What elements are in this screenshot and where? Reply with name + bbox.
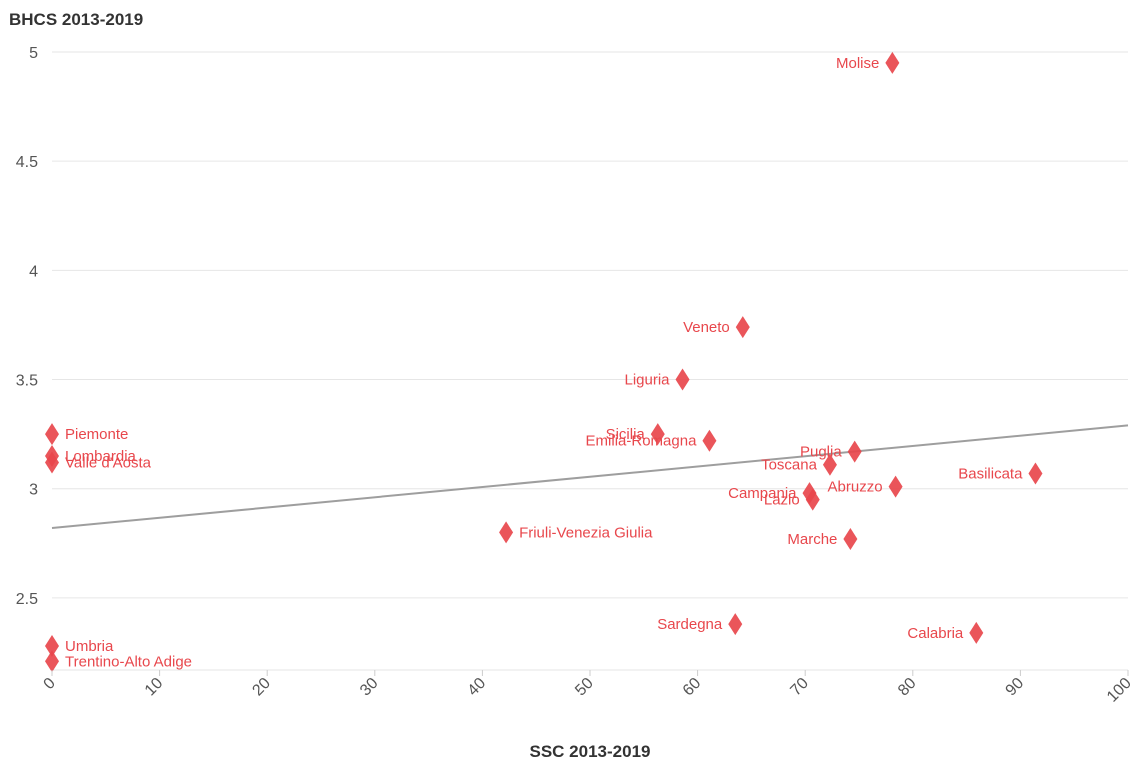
data-point[interactable] [843,527,858,550]
x-tick-label: 30 [357,675,382,700]
data-label: Lazio [764,492,800,509]
data-point[interactable] [650,423,665,446]
data-point[interactable] [969,621,984,644]
data-label: Calabria [907,625,964,642]
data-label: Sardegna [657,616,723,633]
data-point[interactable] [499,521,514,544]
y-tick-label: 4 [29,263,38,280]
data-label: Piemonte [65,426,128,443]
data-point[interactable] [805,488,820,511]
x-ticks: 0 10 20 30 40 50 60 70 80 90 100 [41,670,1135,706]
x-tick-label: 70 [787,675,812,700]
data-label: Campania [728,485,797,502]
data-point[interactable] [888,475,903,498]
data-label: Abruzzo [828,479,883,496]
data-label: Umbria [65,638,114,655]
data-point[interactable] [45,451,59,474]
data-point[interactable] [847,440,862,463]
y-tick-label: 3 [29,482,38,499]
y-ticks: 2.5 3 3.5 4 4.5 5 [16,45,38,608]
x-tick-label: 60 [680,675,705,700]
data-label: Basilicata [958,465,1023,482]
trendline-layer [51,424,1129,530]
x-tick-label: 0 [41,675,59,693]
points-layer [45,51,1043,673]
x-tick-label: 80 [895,675,920,700]
x-tick-label: 90 [1003,675,1028,700]
data-point[interactable] [45,423,59,446]
data-point[interactable] [45,650,59,673]
data-point[interactable] [45,634,59,657]
x-tick-label: 10 [142,675,167,700]
data-point[interactable] [728,613,743,636]
y-tick-label: 2.5 [16,591,38,608]
data-point[interactable] [822,453,837,476]
x-tick-label: 20 [249,675,274,700]
data-label: Puglia [800,444,842,461]
y-tick-label: 5 [29,45,38,62]
data-point[interactable] [702,429,717,452]
y-tick-label: 4.5 [16,154,38,171]
x-tick-label: 100 [1104,675,1135,706]
y-axis-title: BHCS 2013-2019 [9,10,143,29]
data-label: Trentino-Alto Adige [65,653,192,670]
data-label: Sicilia [606,426,646,443]
data-label: Molise [836,55,879,72]
data-label: Liguria [625,372,671,389]
data-label: Friuli-Venezia Giulia [519,524,653,541]
data-point[interactable] [675,368,690,391]
y-tick-label: 3.5 [16,373,38,390]
data-label: Marche [787,531,837,548]
x-axis-title: SSC 2013-2019 [530,742,651,761]
data-label: Valle d'Aosta [65,455,152,472]
data-point[interactable] [735,316,750,339]
grid-layer [52,51,1128,671]
data-label: Lombardia [65,448,137,465]
data-label: Toscana [761,457,818,474]
data-label: Veneto [683,319,730,336]
data-point[interactable] [885,51,900,74]
point-labels-layer: Molise Veneto Liguria Emilia-RomagnaSicilia… [65,55,1023,670]
x-tick-label: 40 [465,675,490,700]
trendline [51,424,1129,530]
data-point[interactable] [1028,462,1043,485]
data-label: Emilia-Romagna [586,433,698,450]
x-tick-label: 50 [572,675,597,700]
